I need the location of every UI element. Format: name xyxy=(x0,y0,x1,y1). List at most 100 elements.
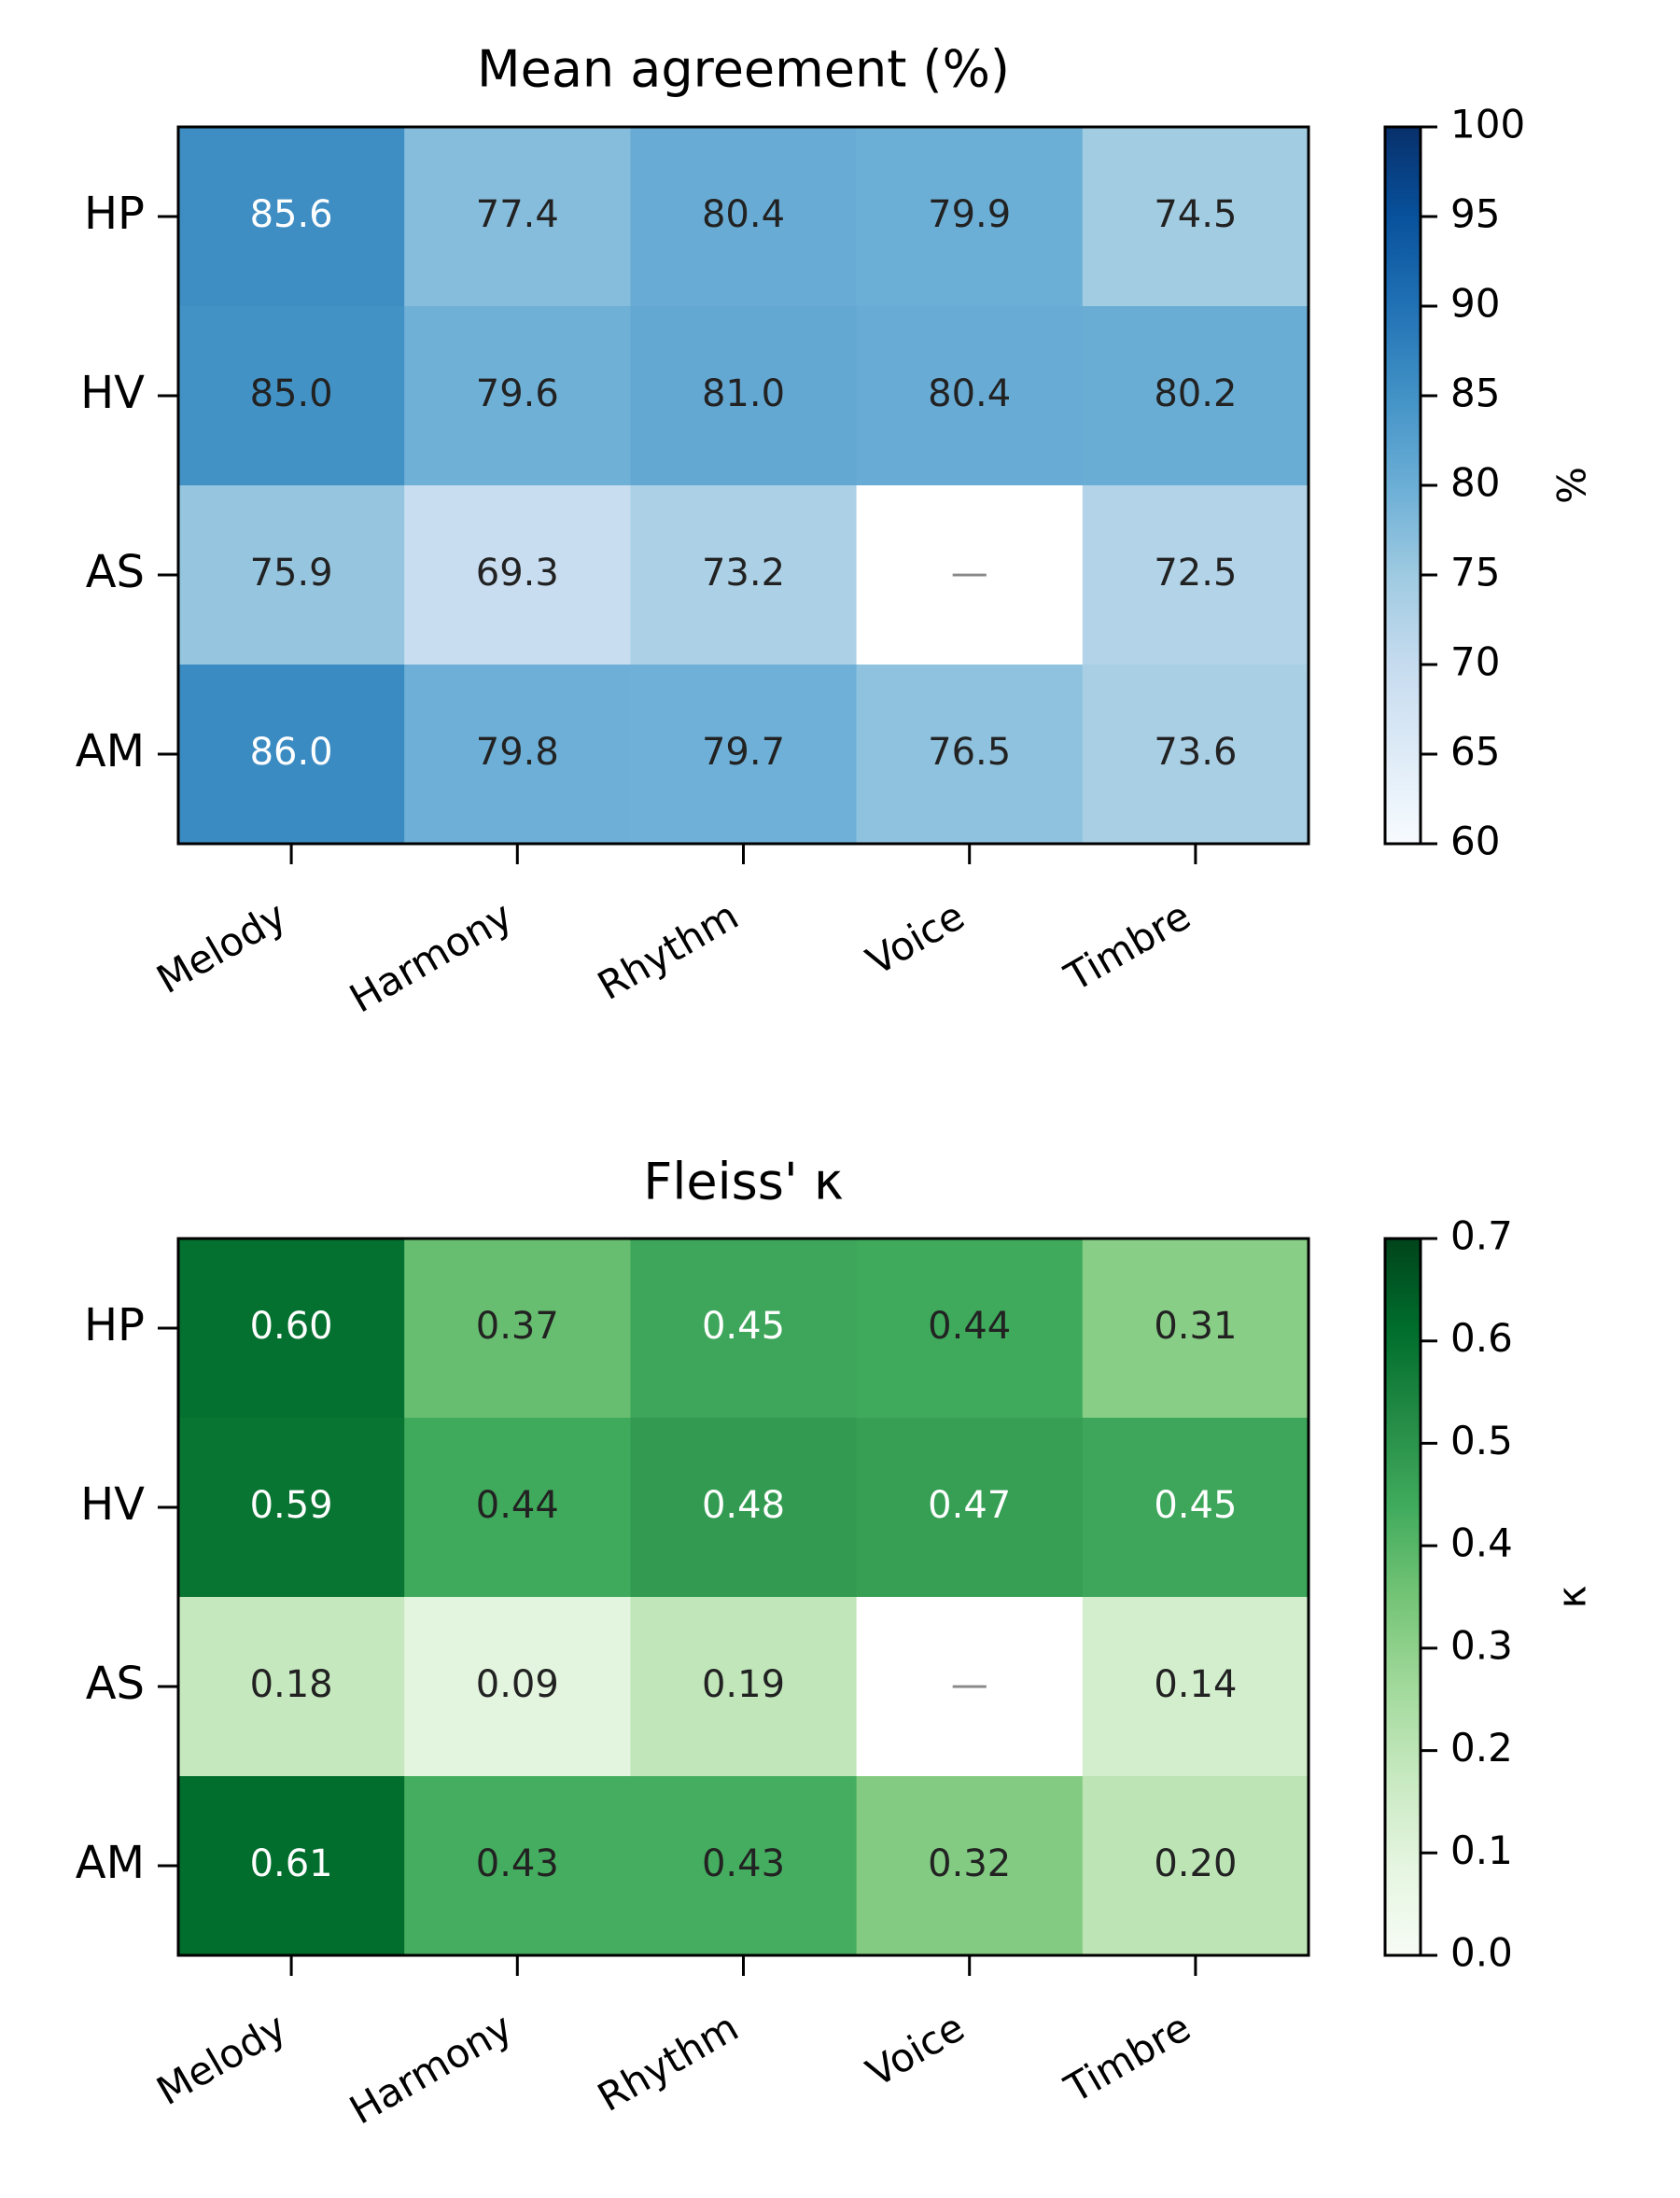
cell-value-label: 74.5 xyxy=(1154,193,1237,236)
cell-value-label: 0.20 xyxy=(1154,1842,1237,1885)
cell-value-label: 0.47 xyxy=(928,1484,1011,1527)
heatmap-cell xyxy=(1082,665,1309,845)
colorbar-tick-label: 90 xyxy=(1450,281,1500,327)
heatmap-cell xyxy=(178,1597,405,1777)
heatmap-cell xyxy=(404,127,631,307)
heatmap-cell xyxy=(856,1776,1084,1956)
heatmap-cell xyxy=(856,127,1084,307)
heatmap-cell xyxy=(856,1239,1084,1419)
colorbar-tick-label: 0.0 xyxy=(1450,1930,1513,1976)
cell-value-label: 80.2 xyxy=(1154,372,1237,415)
heatmap-cell xyxy=(630,127,858,307)
colorbar-tick-label: 0.3 xyxy=(1450,1622,1513,1668)
y-tick-label: HV xyxy=(80,1478,145,1531)
cell-value-label: 0.48 xyxy=(702,1484,785,1527)
heatmap-cell xyxy=(404,1597,631,1777)
cell-value-label: 79.8 xyxy=(476,731,559,774)
heatmap-cell xyxy=(1082,1239,1309,1419)
x-tick-label: Rhythm xyxy=(590,892,746,1009)
colorbar-tick-label: 0.4 xyxy=(1450,1520,1513,1566)
heatmap-cell xyxy=(856,1597,1084,1777)
x-tick-label: Harmony xyxy=(342,892,520,1021)
heatmap-cell xyxy=(178,1239,405,1419)
cell-value-label: 0.45 xyxy=(702,1305,785,1348)
chart-title: Mean agreement (%) xyxy=(477,40,1010,99)
y-tick-label: AS xyxy=(86,546,145,598)
heatmap-cell xyxy=(1082,127,1309,307)
cell-value-label: — xyxy=(951,552,988,595)
heatmap-cell xyxy=(404,1776,631,1956)
cell-value-label: 80.4 xyxy=(702,193,785,236)
x-tick-label: Timbre xyxy=(1057,892,1198,1001)
cell-value-label: 79.6 xyxy=(476,372,559,415)
heatmap-cell xyxy=(630,1239,858,1419)
heatmap-cell xyxy=(178,485,405,665)
cell-value-label: 73.2 xyxy=(702,552,785,595)
colorbar-tick-label: 0.2 xyxy=(1450,1725,1513,1771)
heatmap-cell xyxy=(856,485,1084,665)
cell-value-label: 0.18 xyxy=(250,1663,333,1706)
y-tick-label: HP xyxy=(84,188,145,240)
heatmap-cell xyxy=(630,1597,858,1777)
colorbar-tick-label: 70 xyxy=(1450,639,1500,685)
heatmap-cell xyxy=(856,665,1084,845)
colorbar-label: % xyxy=(1549,467,1595,504)
x-tick-label: Voice xyxy=(859,2004,972,2095)
cell-value-label: 77.4 xyxy=(476,193,559,236)
heatmap-cell xyxy=(178,665,405,845)
cell-value-label: 85.6 xyxy=(250,193,333,236)
chart-title: Fleiss' κ xyxy=(643,1153,843,1211)
cell-value-label: 80.4 xyxy=(928,372,1011,415)
heatmap-cell xyxy=(1082,306,1309,486)
heatmap-cell xyxy=(178,1418,405,1598)
x-tick-label: Melody xyxy=(149,892,294,1002)
cell-value-label: 0.37 xyxy=(476,1305,559,1348)
heatmap-cell xyxy=(630,1776,858,1956)
cell-value-label: 0.19 xyxy=(702,1663,785,1706)
cell-value-label: 73.6 xyxy=(1154,731,1237,774)
heatmap-cell xyxy=(404,665,631,845)
cell-value-label: 0.14 xyxy=(1154,1663,1237,1706)
cell-value-label: 0.60 xyxy=(250,1305,333,1348)
cell-value-label: 0.61 xyxy=(250,1842,333,1885)
colorbar-tick-label: 0.1 xyxy=(1450,1827,1513,1873)
heatmap-cell xyxy=(1082,1776,1309,1956)
cell-value-label: 72.5 xyxy=(1154,552,1237,595)
cell-value-label: 69.3 xyxy=(476,552,559,595)
cell-value-label: 75.9 xyxy=(250,552,333,595)
heatmap-cell xyxy=(630,1418,858,1598)
heatmap-panel-2: Fleiss' κ 0.60 0.37 0.45 0.44 0.31 0.59 0.44 0.4… xyxy=(76,1153,1595,2134)
colorbar-tick-label: 100 xyxy=(1450,102,1525,147)
heatmap-cell xyxy=(1082,1597,1309,1777)
y-tick-label: AM xyxy=(76,1837,145,1889)
colorbar xyxy=(1385,127,1421,844)
x-tick-label: Harmony xyxy=(342,2004,520,2133)
heatmap-cell xyxy=(856,1418,1084,1598)
heatmap-cell xyxy=(404,1239,631,1419)
heatmap-cell xyxy=(178,1776,405,1956)
cell-value-label: 79.9 xyxy=(928,193,1011,236)
cell-value-label: 0.59 xyxy=(250,1484,333,1527)
x-tick-label: Voice xyxy=(859,892,972,984)
heatmap-cell xyxy=(1082,485,1309,665)
heatmap-cell xyxy=(178,306,405,486)
cell-value-label: 0.43 xyxy=(476,1842,559,1885)
colorbar-tick-label: 75 xyxy=(1450,550,1500,595)
heatmap-cell xyxy=(856,306,1084,486)
y-tick-label: AM xyxy=(76,725,145,777)
heatmap-cell xyxy=(178,127,405,307)
cell-value-label: 81.0 xyxy=(702,372,785,415)
cell-value-label: 0.09 xyxy=(476,1663,559,1706)
heatmap-panel-1: Mean agreement (%) 85.6 77.4 80.4 79.9 74.5 85… xyxy=(76,40,1595,1022)
cell-value-label: 79.7 xyxy=(702,731,785,774)
x-tick-label: Rhythm xyxy=(590,2004,746,2121)
colorbar-tick-label: 80 xyxy=(1450,460,1500,506)
cell-value-label: 0.45 xyxy=(1154,1484,1237,1527)
heatmap-cell xyxy=(630,665,858,845)
y-tick-label: HV xyxy=(80,367,145,419)
colorbar-tick-label: 85 xyxy=(1450,371,1500,416)
colorbar-frame xyxy=(1383,1237,1422,1957)
cell-value-label: 0.31 xyxy=(1154,1305,1237,1348)
y-tick-label: HP xyxy=(84,1299,145,1351)
